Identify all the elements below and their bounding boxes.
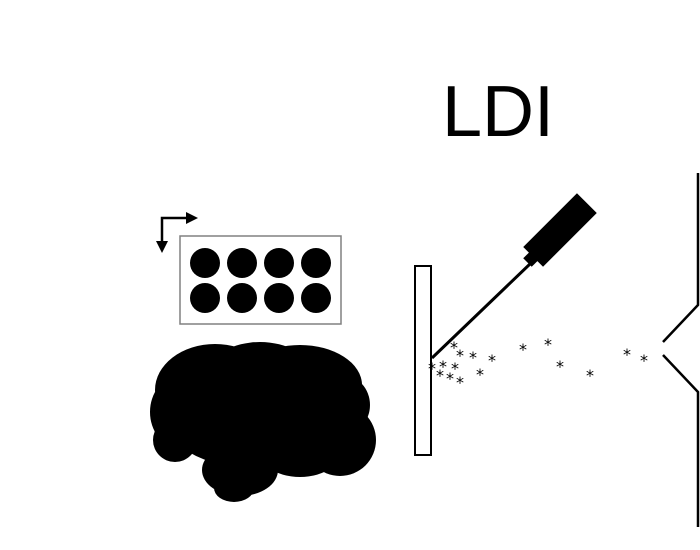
ion-particle: * <box>446 369 454 388</box>
ion-particle: * <box>476 365 484 384</box>
ion-particle-icon: **** ** * * * *** ** ** * <box>428 335 648 392</box>
ion-particle: * <box>586 366 594 385</box>
well <box>264 283 294 313</box>
well <box>227 248 257 278</box>
ion-particle: * <box>439 357 447 376</box>
ion-particle: * <box>640 351 648 370</box>
brain-silhouette-icon <box>150 342 376 502</box>
ion-particle: * <box>469 348 477 367</box>
well <box>264 248 294 278</box>
well <box>301 248 331 278</box>
ion-particle: * <box>488 351 496 370</box>
well <box>227 283 257 313</box>
target-plate-icon <box>414 265 432 456</box>
laser-head <box>523 193 597 267</box>
ion-particle: * <box>519 340 527 359</box>
corner-arrow-icon <box>156 212 198 253</box>
ion-particle: * <box>456 346 464 365</box>
ion-particle: * <box>556 357 564 376</box>
well <box>190 248 220 278</box>
ion-particle: * <box>456 373 464 392</box>
well-plate-icon <box>179 235 342 325</box>
ion-particle: * <box>451 359 459 378</box>
ion-particle: * <box>623 345 631 364</box>
laser-beam <box>430 261 533 360</box>
ion-particle: * <box>436 366 444 385</box>
well <box>190 283 220 313</box>
well <box>301 283 331 313</box>
ion-particle: * <box>450 338 458 357</box>
well-grid <box>190 248 331 313</box>
ion-particle: * <box>544 335 552 354</box>
ion-particle: * <box>428 359 436 378</box>
laser-icon <box>430 193 597 360</box>
diagram-title: LDI <box>442 72 554 152</box>
mass-spec-inlet-icon <box>662 173 700 527</box>
